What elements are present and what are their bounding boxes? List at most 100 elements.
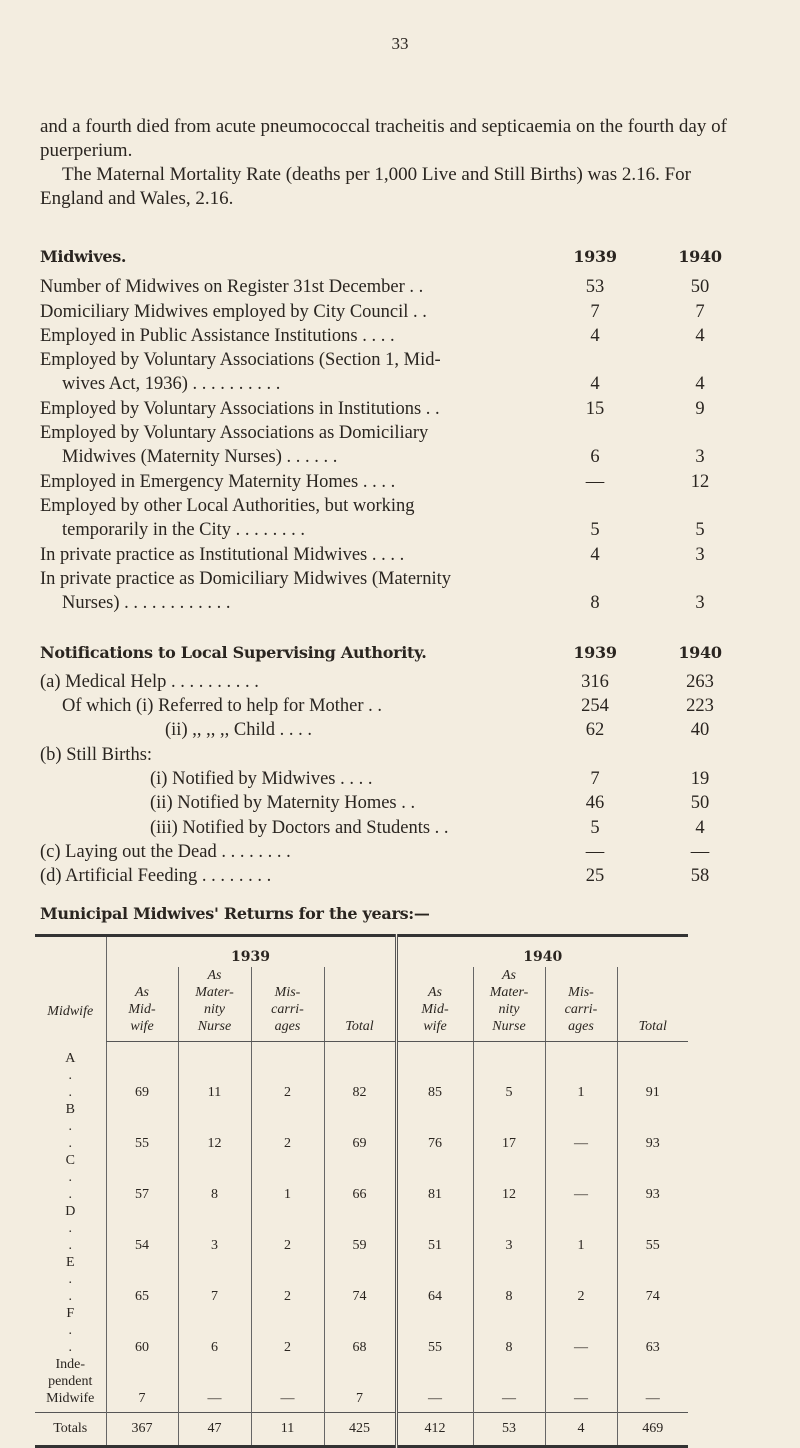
row-label: In private practice as Domiciliary Midwi… [40,568,451,589]
midwives-rows: Number of Midwives on Register 31st Dece… [40,275,730,615]
cell-value: 65 [105,1253,178,1305]
column-header-row: As Mid-wife As Mater-nity Nurse Mis-carri-age… [35,967,688,1043]
value-1940: 3 [695,447,705,468]
cell-value: 63 [616,1304,688,1356]
row-label: wives Act, 1936) . . . . . . . . . . [62,374,281,395]
cell-value: 60 [105,1304,178,1356]
value-1939: 6 [590,447,600,468]
cell-value: 11 [177,1041,251,1101]
table-row: Of which (i) Referred to help for Mother… [40,694,730,718]
year-header: 1939 [573,247,617,266]
row-label: Employed by Voluntary Associations (Sect… [40,350,441,371]
cell-value: 68 [323,1304,396,1356]
table-row: B.. 55 12 2 69 76 17—93 [35,1100,688,1152]
cell-value: — [616,1355,688,1413]
totals-label: Totals [35,1411,106,1448]
value-1940: 19 [690,768,710,789]
value-1939: 25 [585,866,605,887]
value-1940: 9 [695,398,705,419]
table-row: Number of Midwives on Register 31st Dece… [40,275,730,299]
section-title: Midwives. [40,247,127,266]
totals-row: Totals 367 47 11 425 412 53 4 469 [35,1411,688,1448]
table-row: F.. 60 6 2 68 55 8—63 [35,1304,688,1356]
cell-value: — [394,1355,473,1413]
cell-value: 6 [177,1304,251,1356]
cell-value: 85 [394,1041,473,1101]
row-label: Employed by Voluntary Associations in In… [40,398,440,419]
col-header-as-mid-wife: As Mid-wife [105,967,178,1043]
value-1939: 15 [585,398,605,419]
cell-value: — [472,1355,545,1413]
value-1939: 8 [590,593,600,614]
intro-paragraph-1: and a fourth died from acute pneumococca… [40,116,727,161]
cell-value: — [250,1355,324,1413]
returns-title: Municipal Midwives' Returns for the year… [40,902,730,926]
table-row: E.. 65 7 2 74 64 8 2 74 [35,1253,688,1305]
section-title: Municipal Midwives' Returns for the year… [40,904,430,924]
table-row: Employed by Voluntary Associations as Do… [40,421,730,445]
col-header-mis-carri-ages: Mis-carri-ages [250,967,324,1043]
total-value: 47 [177,1411,251,1448]
cell-value: — [177,1355,251,1413]
value-1940: 4 [695,325,705,346]
value-1939: 53 [585,277,605,298]
notifications-rows: (a) Medical Help . . . . . . . . . . 316 2… [40,670,730,889]
cell-value: — [544,1304,617,1356]
midwife-name: B.. [65,1101,75,1151]
col-header-mis-carri-ages: Mis-carri-ages [544,967,617,1043]
value-1939: 5 [590,817,600,838]
table-row: Employed by Voluntary Associations (Sect… [40,348,730,372]
cell-value: 93 [616,1100,688,1152]
value-1940: 5 [695,520,705,541]
midwife-name: E.. [65,1254,75,1304]
row-label: (ii) Notified by Maternity Homes . . [150,793,416,814]
row-label: (d) Artificial Feeding . . . . . . . . [40,866,272,887]
cell-value: 2 [250,1304,324,1356]
table-row: Domiciliary Midwives employed by City Co… [40,300,730,324]
table-row: (iii) Notified by Doctors and Students .… [40,816,730,840]
notifications-header: Notifications to Local Supervising Autho… [40,641,730,665]
row-label: (iii) Notified by Doctors and Students .… [150,817,449,838]
row-label: Employed in Emergency Maternity Homes . … [40,471,396,492]
value-1940: 4 [695,374,705,395]
cell-value: 69 [323,1100,396,1152]
value-1939: 46 [585,793,605,814]
value-1940: 3 [695,593,705,614]
midwife-name: A.. [65,1050,76,1100]
cell-value: 51 [394,1202,473,1254]
notifications-section: Notifications to Local Supervising Autho… [40,641,730,888]
value-1939: 5 [590,520,600,541]
cell-value: — [544,1355,617,1413]
midwives-header: Midwives. 1939 1940 [40,245,730,269]
table-row: temporarily in the City . . . . . . . . 5… [40,518,730,542]
value-1940: 7 [695,301,705,322]
section-title: Notifications to Local Supervising Autho… [40,643,427,663]
col-header-midwife: Midwife [35,934,106,1042]
row-label: (c) Laying out the Dead . . . . . . . . [40,841,291,862]
row-label: Employed by Voluntary Associations as Do… [40,423,429,444]
total-value: 11 [250,1411,324,1448]
cell-value: 5 [472,1041,545,1101]
value-1939: — [585,841,605,862]
table-row: C.. 57 8 1 66 81 12—93 [35,1151,688,1203]
cell-value: 2 [250,1253,324,1305]
midwife-name: C.. [65,1152,75,1202]
cell-value: 55 [616,1202,688,1254]
cell-value: 1 [544,1041,617,1101]
cell-value: 3 [177,1202,251,1254]
cell-value: 76 [394,1100,473,1152]
cell-value: 55 [105,1100,178,1152]
year-header-row: Midwife 1939 1940 [35,934,688,1042]
value-1940: 40 [690,720,710,741]
cell-value: 1 [544,1202,617,1254]
row-label: (a) Medical Help . . . . . . . . . . [40,671,259,692]
cell-value: 55 [394,1304,473,1356]
cell-value: 57 [105,1151,178,1203]
page-number: 33 [391,34,409,53]
row-label: In private practice as Institutional Mid… [40,544,405,565]
value-1939: 7 [590,301,600,322]
table-row: wives Act, 1936) . . . . . . . . . . 4 4 [40,372,730,396]
value-1939: 4 [590,325,600,346]
midwife-name: D.. [65,1203,76,1253]
